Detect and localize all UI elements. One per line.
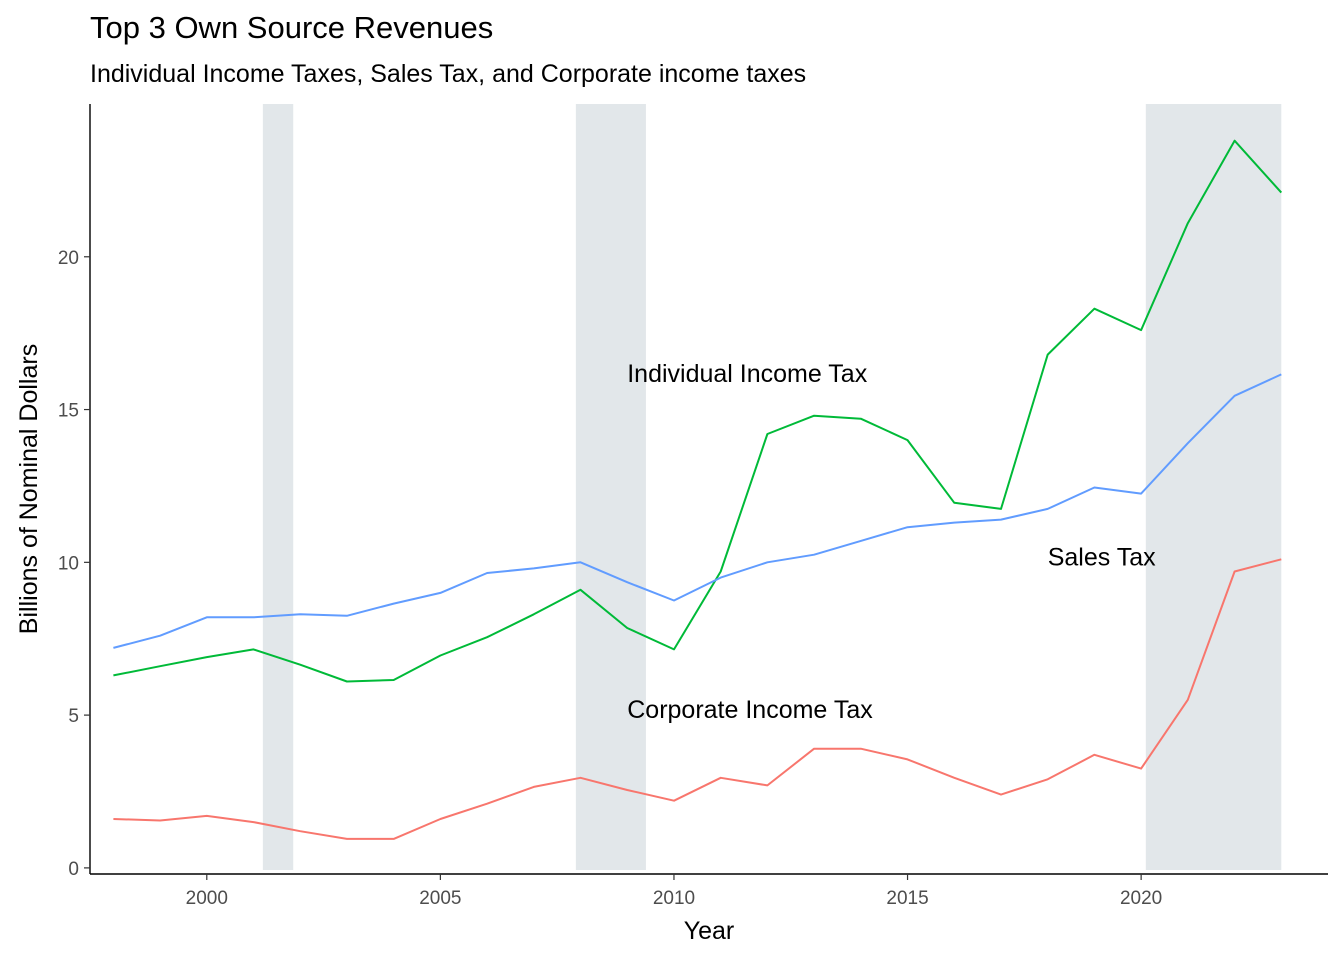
series-annotation: Individual Income Tax <box>627 360 867 388</box>
recession-band-0 <box>262 104 294 870</box>
y-tick-label: 5 <box>68 706 79 727</box>
y-ticks: 0 5 10 15 20 <box>58 248 90 880</box>
x-axis-title: Year <box>684 917 735 945</box>
y-tick-label: 10 <box>58 553 79 574</box>
series-line-sales <box>113 373 1282 649</box>
x-ticks: 2000 2005 2010 2015 2020 <box>186 874 1162 909</box>
series-annotations: Individual Income Tax Sales Tax Corporate … <box>627 360 1156 724</box>
y-axis-title: Billions of Nominal Dollars <box>15 344 43 634</box>
x-tick-label: 2020 <box>1120 888 1162 909</box>
series-line-corporate <box>113 558 1282 840</box>
recession-band-2 <box>1145 104 1282 870</box>
series-lines <box>113 139 1283 840</box>
series-annotation: Corporate Income Tax <box>627 696 873 724</box>
chart-subtitle: Individual Income Taxes, Sales Tax, and … <box>90 60 807 88</box>
x-tick-label: 2010 <box>653 888 695 909</box>
series-line-individual <box>113 139 1283 683</box>
x-tick-label: 2005 <box>419 888 461 909</box>
x-tick-label: 2015 <box>886 888 928 909</box>
y-tick-label: 0 <box>68 859 79 880</box>
y-tick-label: 15 <box>58 401 79 422</box>
x-tick-label: 2000 <box>186 888 228 909</box>
chart-title: Top 3 Own Source Revenues <box>90 10 494 45</box>
recession-bands <box>262 104 1282 870</box>
series-annotation: Sales Tax <box>1048 543 1156 571</box>
recession-band-1 <box>575 104 646 870</box>
y-tick-label: 20 <box>58 248 79 269</box>
